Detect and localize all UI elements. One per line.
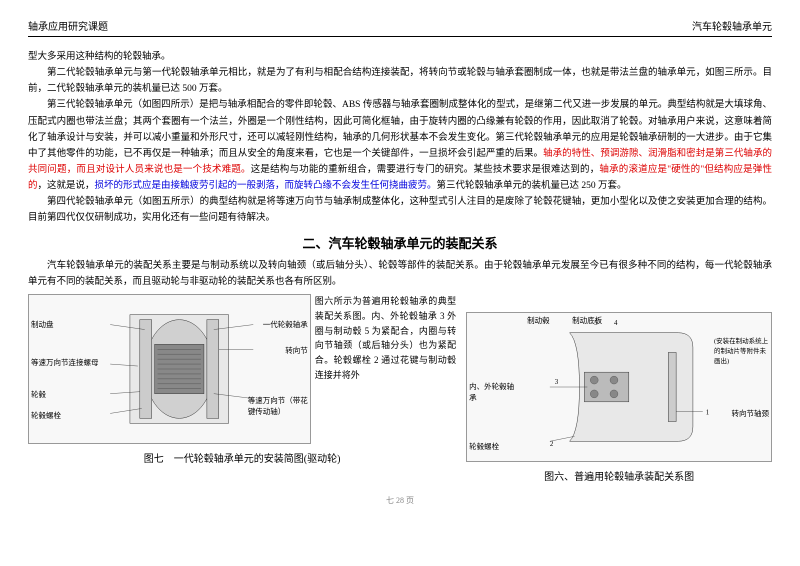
fig7-caption: 图七 一代轮毂轴承单元的安装简图(驱动轮): [28, 450, 456, 465]
figure-6: 5 4 3 2 1 制动毂 制动底板 (安装在制动系统上的制动片等附件未画出) …: [466, 312, 772, 462]
fig6-label-6: 轮毂螺栓: [469, 441, 499, 452]
header-right: 汽车轮毂轴承单元: [692, 18, 772, 33]
section-title: 二、汽车轮毂轴承单元的装配关系: [28, 233, 772, 252]
para-2: 第二代轮毂轴承单元与第一代轮毂轴承单元相比，就是为了有利与相配合结构连接装配，将…: [28, 65, 772, 97]
fig6-label-3: (安装在制动系统上的制动片等附件未画出): [714, 335, 769, 365]
fig6-num-2: 2: [550, 441, 554, 448]
header-left: 轴承应用研究课题: [28, 18, 108, 33]
fig7-label-1: 制动盘: [31, 319, 54, 330]
fig7-label-7: 等速万向节（带花键传动轴）: [248, 395, 308, 417]
fig6-caption: 图六、普遍用轮毂轴承装配关系图: [466, 468, 772, 483]
fig6-num-3: 3: [555, 379, 559, 386]
fig7-label-4: 轮毂螺栓: [31, 410, 61, 421]
fig6-label-5: 转向节轴颈: [732, 408, 770, 419]
blue-text: 损坏的形式应是由接触疲劳引起的一般剥落，而旋转凸缘不会发生任何挠曲疲劳。: [95, 181, 437, 191]
para-4: 第四代轮毂轴承单元（如图五所示）的典型结构就是将等速万向节与轴承制成整体化，这种…: [28, 194, 772, 226]
intro-para: 汽车轮毂轴承单元的装配关系主要是与制动系统以及转向轴颈（或后轴分头）、轮毂等部件…: [28, 258, 772, 290]
figure-7: 制动盘 等速万向节连接螺母 轮毂 轮毂螺栓 一代轮毂轴承 转向节 等速万向节（带…: [28, 294, 311, 444]
fig7-label-3: 轮毂: [31, 389, 46, 400]
fig7-label-2: 等速万向节连接螺母: [31, 357, 99, 368]
fig6-label-4: 内、外轮毂轴承: [469, 381, 519, 403]
para-1: 型大多采用这种结构的轮毂轴承。: [28, 49, 772, 65]
fig7-label-5: 一代轮毂轴承: [263, 319, 308, 330]
page-number: 七 28 页: [386, 495, 414, 506]
para-3: 第三代轮毂轴承单元（如图四所示）是把与轴承相配合的零件即轮毂、ABS 传感器与轴…: [28, 97, 772, 194]
fig6-num-4: 4: [614, 320, 618, 327]
fig7-label-6: 转向节: [285, 345, 308, 356]
fig6-description: 图六所示为普遍用轮毂轴承的典型装配关系图。内、外轮毂轴承 3 外圈与制动毂 5 …: [315, 294, 456, 383]
fig6-num-1: 1: [706, 409, 710, 416]
fig6-label-2: 制动底板: [572, 315, 602, 326]
fig6-label-1: 制动毂: [527, 315, 550, 326]
page-header: 轴承应用研究课题 汽车轮毂轴承单元: [28, 18, 772, 37]
